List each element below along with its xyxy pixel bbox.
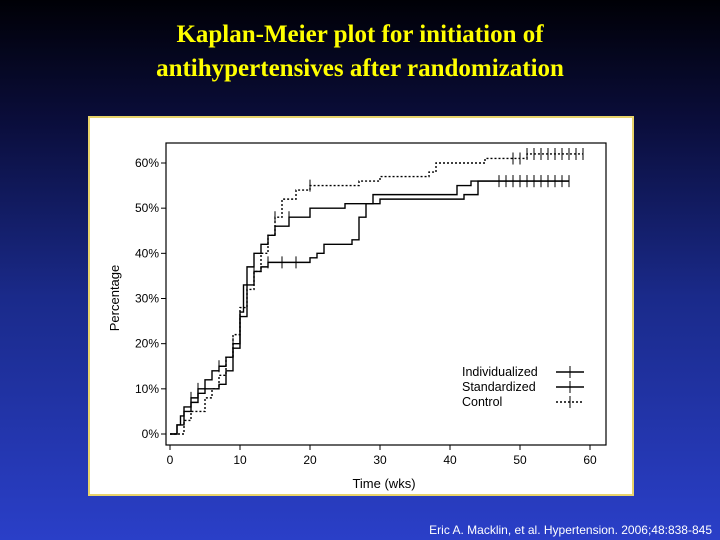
x-tick-label: 10 <box>233 453 247 467</box>
km-chart: 0% 10% 20% 30% 40% 50% 60% 0 10 20 30 40 50 60 Time (w… <box>107 142 607 491</box>
x-tick-label: 50 <box>513 453 527 467</box>
slide-title-line-1: Kaplan-Meier plot for initiation of <box>176 21 544 48</box>
y-tick-label: 60% <box>135 156 159 170</box>
x-tick-label: 60 <box>583 453 597 467</box>
x-axis-label: Time (wks) <box>352 476 415 491</box>
km-curve-standardized <box>170 180 569 435</box>
y-tick-label: 0% <box>142 427 160 441</box>
km-plot-panel: 0% 10% 20% 30% 40% 50% 60% 0 10 20 30 40 50 60 Time (w… <box>88 116 634 496</box>
citation: Eric A. Macklin, et al. Hypertension. 20… <box>429 523 712 537</box>
legend-label: Standardized <box>462 380 536 394</box>
y-tick-label: 30% <box>135 292 159 306</box>
y-axis-label: Percentage <box>107 265 122 332</box>
slide-title-line-2: antihypertensives after randomization <box>156 55 564 82</box>
y-tick-label: 10% <box>135 382 159 396</box>
plot-frame <box>165 142 607 446</box>
km-curve-control <box>170 153 583 435</box>
y-tick-label: 40% <box>135 246 159 260</box>
km-curve-individualized <box>170 180 569 435</box>
slide-title: Kaplan-Meier plot for initiation of anti… <box>0 18 720 86</box>
x-tick-label: 30 <box>373 453 387 467</box>
x-tick-label: 40 <box>443 453 457 467</box>
x-tick-label: 20 <box>303 453 317 467</box>
y-tick-label: 20% <box>135 337 159 351</box>
y-tick-label: 50% <box>135 201 159 215</box>
legend-label: Control <box>462 395 502 409</box>
legend-label: Individualized <box>462 365 538 379</box>
x-tick-label: 0 <box>167 453 174 467</box>
